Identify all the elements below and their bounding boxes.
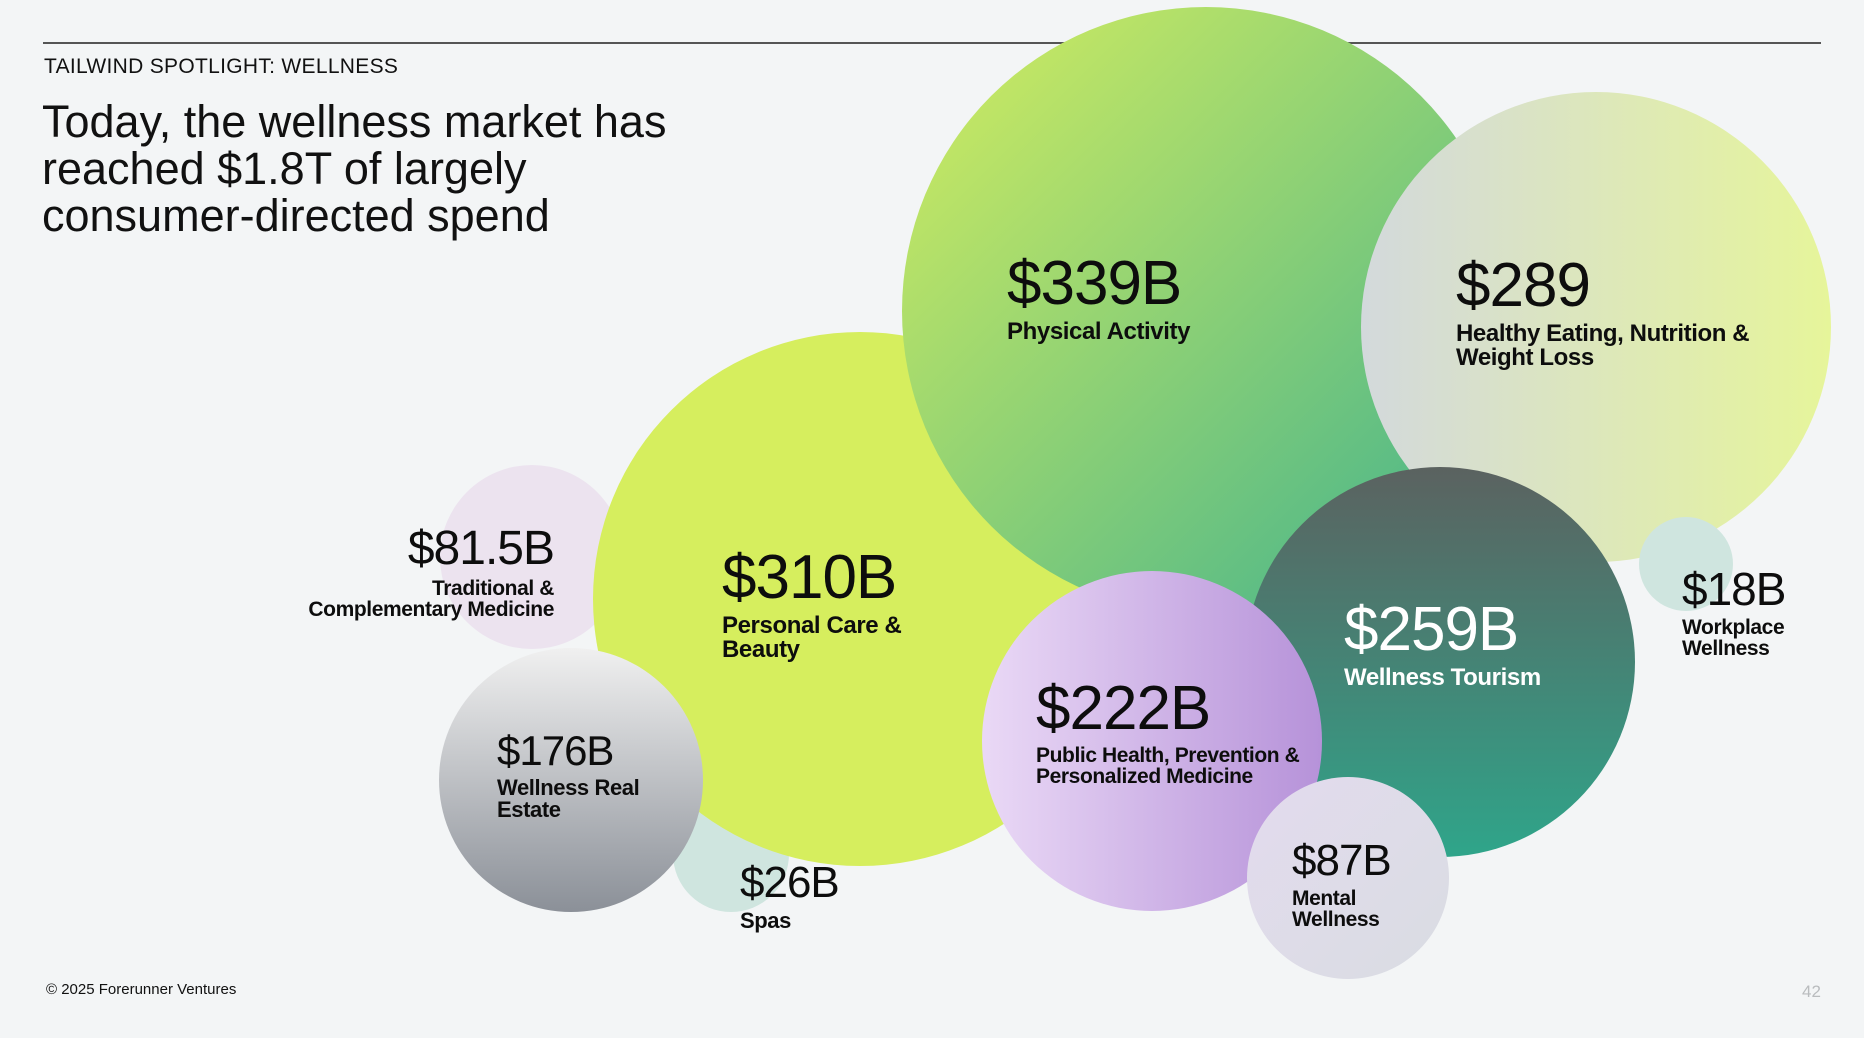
bubble-category-public-health: Public Health, Prevention & Personalized… [1036, 744, 1300, 789]
bubble-value-workplace: $18B [1682, 563, 1786, 615]
page-number: 42 [1802, 982, 1821, 1001]
bubble-category-traditional: Traditional & Complementary Medicine [308, 577, 554, 622]
eyebrow-label: TAILWIND SPOTLIGHT: WELLNESS [44, 55, 399, 78]
bubble-category-workplace: Workplace Wellness [1682, 616, 1785, 661]
bubble-category-wellness-real-estate: Wellness Real Estate [497, 775, 640, 823]
bubble-public-health [982, 571, 1322, 911]
bubble-value-spas: $26B [740, 858, 840, 907]
bubble-label-physical-activity: $339B Physical Activity [1007, 251, 1267, 344]
top-divider [43, 42, 1821, 44]
bubble-label-healthy-eating: $289 Healthy Eating, Nutrition & Weight L… [1456, 253, 1776, 370]
bubble-workplace [1639, 517, 1733, 611]
bubble-label-traditional: $81.5B Traditional & Complementary Medici… [300, 522, 555, 622]
bubble-label-workplace: $18B Workplace Wellness [1682, 563, 1832, 661]
bubble-label-wellness-real-estate: $176B Wellness Real Estate [497, 727, 667, 823]
bubble-value-mental-wellness: $87B [1292, 836, 1392, 885]
headline: Today, the wellness market has reached $… [42, 96, 667, 241]
bubble-value-healthy-eating: $289 [1456, 251, 1591, 320]
bubble-wellness-real-estate [439, 648, 703, 912]
bubble-label-wellness-tourism: $259B Wellness Tourism [1344, 597, 1574, 690]
bubble-category-wellness-tourism: Wellness Tourism [1344, 664, 1541, 692]
bubble-traditional [440, 465, 624, 649]
bubble-category-healthy-eating: Healthy Eating, Nutrition & Weight Loss [1456, 320, 1750, 372]
bubble-wellness-tourism [1245, 467, 1635, 857]
bubble-label-spas: $26B Spas [740, 858, 940, 934]
bubble-mental-wellness [1247, 777, 1449, 979]
bubble-category-physical-activity: Physical Activity [1007, 318, 1191, 346]
bubble-value-wellness-real-estate: $176B [497, 727, 614, 774]
bubble-category-mental-wellness: Mental Wellness [1292, 887, 1380, 932]
bubble-physical-activity [902, 7, 1510, 615]
bubble-value-physical-activity: $339B [1007, 249, 1182, 318]
bubble-label-mental-wellness: $87B Mental Wellness [1292, 836, 1422, 932]
bubble-label-personal-care: $310B Personal Care & Beauty [722, 545, 942, 662]
bubble-value-traditional: $81.5B [407, 522, 555, 575]
bubble-category-spas: Spas [740, 908, 791, 934]
copyright-footer: © 2025 Forerunner Ventures [46, 981, 237, 998]
bubble-healthy-eating [1361, 92, 1831, 562]
bubble-category-personal-care: Personal Care & Beauty [722, 612, 902, 664]
bubble-value-personal-care: $310B [722, 543, 897, 612]
bubble-label-public-health: $222B Public Health, Prevention & Persona… [1036, 676, 1336, 787]
bubble-value-wellness-tourism: $259B [1344, 595, 1519, 664]
bubble-value-public-health: $222B [1036, 674, 1211, 743]
